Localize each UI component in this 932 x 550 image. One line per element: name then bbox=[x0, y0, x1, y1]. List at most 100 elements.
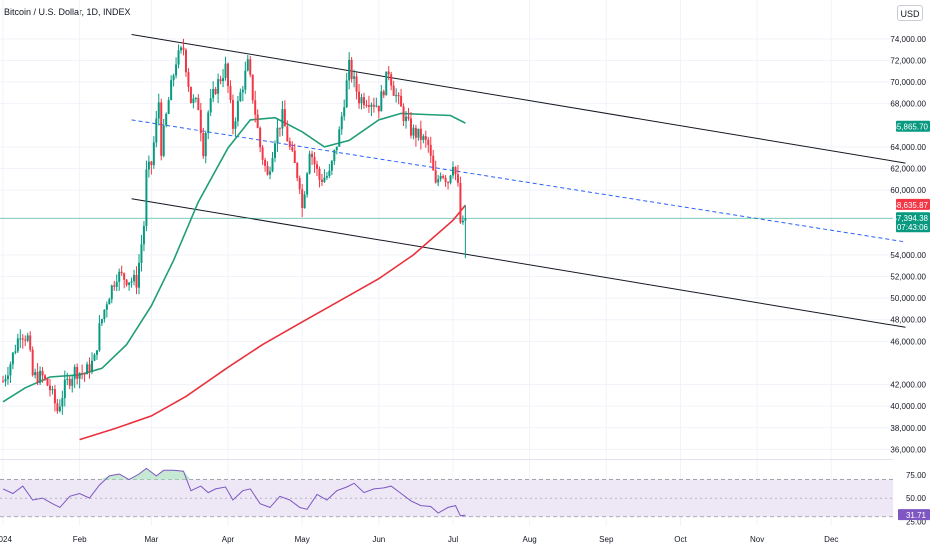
candle-body bbox=[73, 366, 76, 379]
candle-body bbox=[175, 64, 178, 76]
candle-body bbox=[234, 121, 237, 129]
candle-body bbox=[34, 372, 37, 376]
candle-body bbox=[83, 373, 86, 375]
candle-body bbox=[118, 271, 121, 282]
candle-body bbox=[48, 385, 51, 391]
candle-body bbox=[53, 389, 56, 404]
candle-body bbox=[335, 146, 338, 151]
candle-body bbox=[375, 105, 378, 107]
candle-body bbox=[24, 339, 27, 341]
candle-body bbox=[177, 50, 180, 65]
candle-body bbox=[6, 375, 9, 380]
candle-body bbox=[68, 378, 71, 386]
candle-body bbox=[108, 299, 111, 305]
candle-body bbox=[338, 129, 341, 147]
candle-body bbox=[41, 370, 44, 376]
candle-body bbox=[397, 95, 400, 97]
candle-body bbox=[236, 101, 239, 122]
candle-body bbox=[254, 100, 257, 115]
candle-body bbox=[123, 273, 126, 280]
y-tick-label: 70,000.00 bbox=[890, 78, 926, 87]
candle-body bbox=[306, 173, 309, 195]
candle-body bbox=[412, 127, 415, 136]
candle-body bbox=[29, 335, 32, 350]
candle-body bbox=[155, 118, 158, 143]
candle-body bbox=[261, 147, 264, 160]
candle-body bbox=[71, 378, 74, 386]
candle-body bbox=[209, 98, 212, 113]
candle-body bbox=[390, 74, 393, 86]
candle-body bbox=[246, 59, 249, 71]
candle-body bbox=[152, 142, 155, 166]
y-tick-label: 74,000.00 bbox=[890, 35, 926, 44]
y-tick-label: 46,000.00 bbox=[890, 337, 926, 346]
candle-body bbox=[405, 116, 408, 122]
candle-body bbox=[409, 118, 412, 136]
candle-body bbox=[301, 189, 304, 208]
price-tag bbox=[896, 120, 930, 132]
rsi-tick-label: 50.00 bbox=[906, 494, 927, 503]
y-tick-label: 42,000.00 bbox=[890, 381, 926, 390]
candle-body bbox=[447, 182, 450, 184]
candle-body bbox=[417, 128, 420, 138]
candle-body bbox=[353, 76, 356, 79]
candle-body bbox=[281, 109, 284, 129]
candle-body bbox=[100, 319, 103, 324]
rsi-overbought-fill bbox=[99, 468, 191, 480]
candle-body bbox=[461, 220, 464, 223]
candle-body bbox=[44, 375, 47, 379]
candle-body bbox=[135, 274, 138, 288]
candle-body bbox=[162, 125, 165, 156]
candle-body bbox=[251, 74, 254, 101]
candle-body bbox=[380, 91, 383, 112]
candle-body bbox=[360, 97, 363, 104]
candle-body bbox=[427, 139, 430, 145]
candle-body bbox=[224, 63, 227, 79]
candle-body bbox=[147, 161, 150, 170]
candle-body bbox=[303, 194, 306, 208]
candle-body bbox=[400, 95, 403, 107]
countdown-label: 07:43:06 bbox=[897, 223, 929, 232]
y-tick-label: 60,000.00 bbox=[890, 186, 926, 195]
candle-body bbox=[459, 182, 462, 223]
candle-body bbox=[113, 285, 116, 287]
candle-body bbox=[340, 116, 343, 130]
candle-body bbox=[110, 285, 113, 300]
rsi-value-label: 31.71 bbox=[906, 511, 927, 520]
candle-body bbox=[385, 71, 388, 96]
candle-body bbox=[278, 127, 281, 129]
candle-body bbox=[9, 364, 12, 376]
candle-body bbox=[456, 174, 459, 183]
x-tick-label: Jun bbox=[372, 535, 385, 544]
y-tick-label: 62,000.00 bbox=[890, 164, 926, 173]
candle-body bbox=[115, 281, 118, 287]
candle-body bbox=[429, 144, 432, 156]
y-tick-label: 48,000.00 bbox=[890, 316, 926, 325]
slow-moving-average-line bbox=[79, 204, 467, 441]
currency-button[interactable]: USD bbox=[897, 5, 923, 21]
candle-body bbox=[202, 133, 205, 157]
candle-body bbox=[78, 373, 81, 379]
candle-body bbox=[58, 406, 61, 412]
candle-body bbox=[184, 49, 187, 73]
candle-body bbox=[51, 389, 54, 391]
candle-body bbox=[187, 72, 190, 87]
candle-body bbox=[229, 86, 232, 100]
candle-body bbox=[382, 91, 385, 96]
y-tick-label: 52,000.00 bbox=[890, 273, 926, 282]
candle-body bbox=[402, 106, 405, 122]
channel-upper-line bbox=[131, 34, 906, 164]
candle-body bbox=[434, 170, 437, 183]
fast-moving-average-line bbox=[2, 112, 466, 403]
candle-body bbox=[419, 128, 422, 140]
candle-body bbox=[91, 360, 94, 372]
candle-body bbox=[320, 179, 323, 182]
candle-body bbox=[273, 143, 276, 158]
candle-body bbox=[276, 127, 279, 144]
candle-body bbox=[442, 175, 445, 178]
candle-body bbox=[318, 168, 321, 180]
candle-body bbox=[387, 71, 390, 75]
candle-body bbox=[21, 338, 24, 340]
candle-body bbox=[239, 92, 242, 102]
